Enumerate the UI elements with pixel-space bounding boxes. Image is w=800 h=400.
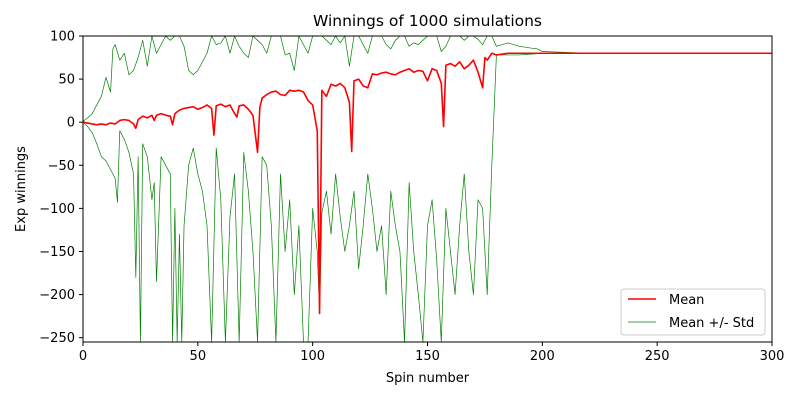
- y-axis: 100 50 0 −50 −100 −150 −200 −250: [39, 30, 83, 346]
- x-tick-label: 0: [79, 349, 87, 364]
- plot-area: [83, 36, 772, 342]
- x-tick-label: 100: [300, 349, 325, 364]
- series-line-std-lower: [83, 52, 772, 342]
- x-tick-label: 200: [530, 349, 555, 364]
- x-axis-label: Spin number: [386, 371, 470, 386]
- legend-box: [620, 288, 766, 336]
- x-tick-label: 50: [190, 349, 207, 364]
- y-tick-label: −100: [39, 202, 75, 217]
- y-tick-label: −150: [39, 245, 75, 260]
- y-tick-label: −200: [39, 288, 75, 303]
- x-tick-label: 250: [645, 349, 670, 364]
- chart-title: Winnings of 1000 simulations: [313, 12, 542, 30]
- y-tick-label: 0: [67, 116, 75, 131]
- series-line-std-upper: [83, 36, 772, 122]
- y-axis-label: Exp winnings: [14, 146, 29, 232]
- legend-label-mean: Mean: [669, 293, 704, 308]
- x-tick-label: 300: [760, 349, 785, 364]
- y-tick-label: 50: [58, 73, 75, 88]
- y-tick-label: −250: [39, 331, 75, 346]
- y-tick-label: 100: [50, 30, 75, 45]
- y-tick-label: −50: [48, 159, 75, 174]
- legend-label-std: Mean +/- Std: [669, 316, 754, 331]
- x-tick-label: 150: [415, 349, 440, 364]
- x-axis: 0 50 100 150 200 250 300: [79, 342, 785, 364]
- legend: Mean Mean +/- Std: [620, 288, 766, 336]
- series-line-mean: [83, 52, 772, 315]
